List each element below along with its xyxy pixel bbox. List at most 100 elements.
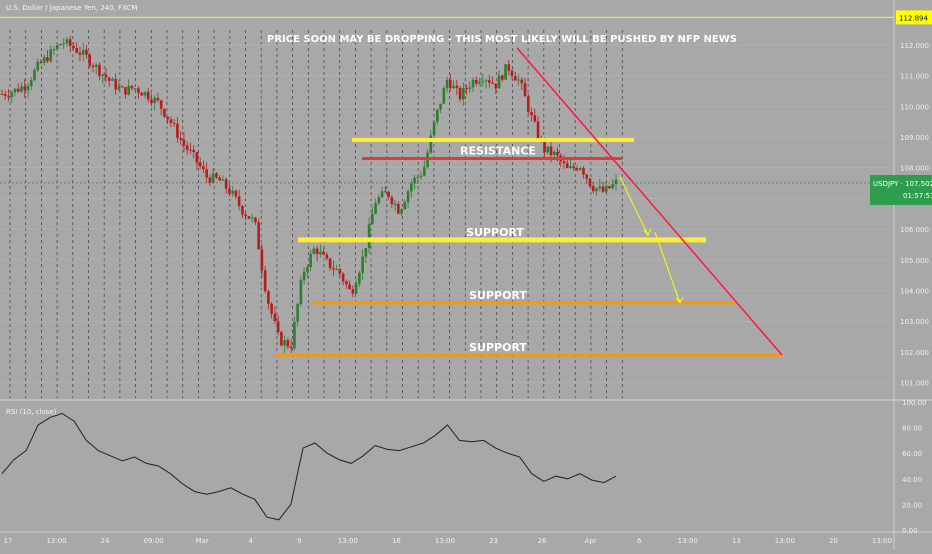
candle-body [215,173,218,178]
top-level-badge-text: 112.894 [899,14,928,22]
time-tick-label: 13:00 [46,537,66,545]
candle-body [608,186,611,189]
time-tick-label: 17 [4,537,13,545]
projection-arrowhead [643,229,652,237]
candle-body [75,48,79,53]
candle-body [614,179,618,185]
candle-body [94,64,98,68]
symbol-label: U.S. Dollar / Japanese Yen, 240, FXCM [6,4,138,12]
candle-body [432,121,436,136]
candle-body [328,258,332,268]
candle-body [390,197,394,205]
time-tick-label: Apr [585,537,597,545]
candle-body [280,332,283,346]
candle-body [601,186,605,192]
candle-body [224,179,228,189]
candle-body [62,43,66,45]
candle-body [221,179,225,181]
price-tick-label: 104.000 [900,288,929,296]
price-tick-label: 102.000 [900,349,929,357]
time-tick-label: Mar [196,537,209,545]
candle-body [150,99,153,104]
candle-body [403,202,407,210]
candle-body [182,139,186,146]
time-tick-label: 26 [538,537,547,545]
price-tick-label: 110.000 [900,103,929,111]
candle-body [325,254,329,259]
top-level-badge [896,10,932,25]
candle-body [3,94,7,96]
candle-body [260,249,264,271]
candle-body [436,109,439,122]
candle-body [85,49,88,55]
candle-body [569,166,572,169]
price-tick-label: 111.000 [900,73,929,81]
candle-body [257,222,260,250]
candle-body [552,151,556,155]
candle-body [185,145,189,150]
candle-body [270,303,273,314]
candle-body [462,87,465,100]
candle-body [169,119,173,123]
candle-body [471,79,475,88]
candle-body [458,87,462,100]
candle-body [299,280,303,304]
time-tick-label: 20 [829,537,838,545]
candle-body [562,161,566,164]
candle-body [29,80,33,86]
candle-body [7,95,10,97]
projection-arrow [619,176,649,236]
candle-body [88,54,92,66]
candle-body [332,267,335,270]
candle-body [513,76,517,81]
candle-body [137,88,140,93]
candle-body [533,115,537,122]
candle-body [218,177,221,181]
candle-body [494,83,498,89]
candle-body [195,151,199,163]
candle-body [72,45,75,49]
zone-label: RESISTANCE [460,144,536,157]
candle-body [101,74,105,76]
candle-body [306,267,309,272]
time-tick-label: 9 [297,537,301,545]
candle-body [452,85,455,89]
candle-body [237,196,241,207]
candle-body [117,86,121,90]
candle-body [393,203,397,205]
candle-body [49,49,53,62]
candle-body [159,100,163,109]
rsi-line [1,412,617,521]
candle-body [59,44,62,46]
candle-body [475,79,478,84]
candle-body [367,224,371,249]
rsi-tick-label: 20.00 [902,501,922,509]
candle-body [585,174,589,179]
candle-body [315,248,319,255]
candle-body [504,64,507,80]
price-tick-label: 105.000 [900,257,929,265]
candle-body [309,253,312,268]
rsi-tick-label: 0.00 [902,527,918,535]
candle-body [371,213,374,225]
candle-body [484,80,488,82]
candle-body [556,151,559,156]
candle-body [384,191,387,193]
candle-body [595,188,598,192]
price-tick-label: 108.000 [900,165,929,173]
candle-body [166,116,169,120]
candle-body [179,137,182,140]
candle-body [140,92,143,96]
candle-body [124,87,127,95]
candle-body [497,75,501,89]
candle-body [55,45,59,50]
candle-body [20,86,23,92]
candle-body [114,79,118,90]
candle-body [536,121,540,139]
candle-body [439,103,442,110]
candle-body [23,86,27,91]
price-tick-label: 109.000 [900,134,929,142]
candle-body [387,191,390,198]
